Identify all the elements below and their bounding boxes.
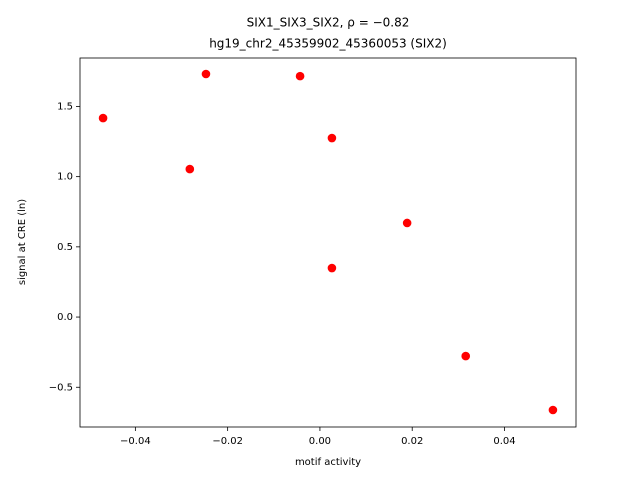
y-tick-label: 0.5 [57, 242, 73, 253]
point [201, 69, 211, 79]
x-tick-label: 0.04 [493, 436, 515, 447]
y-tick-label: 0.0 [57, 312, 73, 323]
x-tick-label: 0.02 [401, 436, 423, 447]
x-axis-label: motif activity [295, 457, 361, 468]
x-tick-label: −0.04 [120, 436, 151, 447]
plot-frame [79, 57, 577, 428]
point [548, 405, 558, 415]
point [461, 351, 471, 361]
y-tick-label: 1.5 [57, 101, 73, 112]
point [402, 218, 412, 228]
point [327, 133, 337, 143]
y-tick-label: −0.5 [49, 382, 73, 393]
point [295, 71, 305, 81]
point [327, 263, 337, 273]
chart-title: SIX1_SIX3_SIX2, ρ = −0.82 [247, 16, 410, 30]
y-axis-label: signal at CRE (ln) [17, 199, 28, 285]
chart-subtitle: hg19_chr2_45359902_45360053 (SIX2) [209, 37, 447, 51]
point [98, 113, 108, 123]
point [185, 164, 195, 174]
x-tick-label: −0.02 [212, 436, 243, 447]
x-tick-label: 0.00 [309, 436, 331, 447]
y-tick-label: 1.0 [57, 172, 73, 183]
